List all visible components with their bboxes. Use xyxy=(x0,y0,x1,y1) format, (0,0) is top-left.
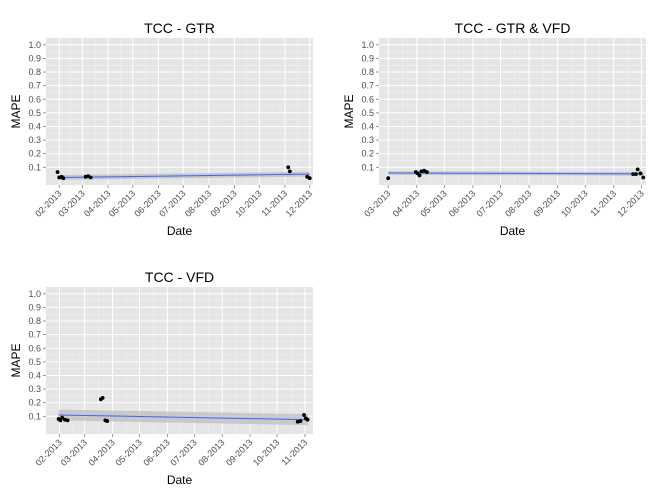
y-tick-label: 0.2 xyxy=(361,149,374,159)
x-tick-label: 04-2013 xyxy=(391,188,421,218)
y-tick-label: 0.6 xyxy=(28,343,41,353)
y-tick-label: 0.5 xyxy=(28,108,41,118)
chart-title: TCC - GTR & VFD xyxy=(455,20,571,36)
x-tick-label: 08-2013 xyxy=(196,437,226,467)
y-tick-label: 0.7 xyxy=(28,330,41,340)
x-tick-label: 10-2013 xyxy=(559,188,589,218)
x-tick-label: 12-2013 xyxy=(615,188,645,218)
y-tick-label: 0.5 xyxy=(28,357,41,367)
y-tick-label: 0.5 xyxy=(361,108,374,118)
y-tick-label: 0.4 xyxy=(28,121,41,131)
y-tick-label: 1.0 xyxy=(28,40,41,50)
x-tick-label: 12-2013 xyxy=(284,188,314,218)
y-axis-label: MAPE xyxy=(342,94,356,128)
y-tick-label: 0.1 xyxy=(28,162,41,172)
x-tick-label: 07-2013 xyxy=(168,437,198,467)
data-point xyxy=(302,413,306,417)
x-tick-label: 04-2013 xyxy=(87,437,117,467)
x-tick-label: 06-2013 xyxy=(132,188,162,218)
y-tick-label: 1.0 xyxy=(361,40,374,50)
data-point xyxy=(633,172,638,177)
data-point xyxy=(55,170,60,174)
trend-line xyxy=(57,173,310,179)
y-tick-label: 0.4 xyxy=(361,121,374,131)
x-tick-label: 09-2013 xyxy=(224,437,254,467)
y-tick-label: 0.6 xyxy=(361,94,374,104)
x-tick-label: 04-2013 xyxy=(82,188,112,218)
data-point xyxy=(100,396,105,400)
x-tick-label: 11-2013 xyxy=(588,188,618,218)
data-point xyxy=(417,173,422,178)
y-tick-label: 0.7 xyxy=(28,81,41,91)
x-tick-label: 06-2013 xyxy=(447,188,477,218)
data-point xyxy=(65,418,70,423)
y-tick-label: 0.3 xyxy=(28,135,41,145)
y-tick-label: 0.3 xyxy=(361,135,374,145)
x-tick-label: 09-2013 xyxy=(532,188,562,218)
x-tick-label: 09-2013 xyxy=(208,188,238,218)
data-point xyxy=(386,176,391,181)
y-axis-label: MAPE xyxy=(9,343,23,377)
x-axis-label: Date xyxy=(167,224,193,238)
data-point xyxy=(287,169,292,174)
x-tick-label: 03-2013 xyxy=(362,188,392,218)
chart-panel-1: 0.10.20.30.40.50.60.70.80.91.002-201303-… xyxy=(9,20,314,238)
y-tick-label: 1.0 xyxy=(28,289,41,299)
trend-line xyxy=(388,172,644,175)
chart-title: TCC - GTR xyxy=(144,20,215,36)
x-tick-label: 08-2013 xyxy=(503,188,533,218)
x-axis-label: Date xyxy=(167,473,193,487)
data-point xyxy=(307,176,312,181)
x-tick-label: 03-2013 xyxy=(59,437,89,467)
y-tick-label: 0.9 xyxy=(28,53,41,63)
data-point xyxy=(286,165,291,170)
panel-background xyxy=(379,38,646,185)
chart-panel-2: 0.1 0.2 0.3 0.4 0.5 0.6 0.7 0.8 0.9 1.0 03-201304-… xyxy=(342,20,646,238)
x-tick-label: 10-2013 xyxy=(251,437,281,467)
y-tick-label: 0.2 xyxy=(28,149,41,159)
data-point xyxy=(105,419,110,423)
x-tick-label: 05-2013 xyxy=(418,188,448,218)
data-point xyxy=(58,418,63,423)
x-axis-label: Date xyxy=(500,224,526,238)
x-tick-label: 05-2013 xyxy=(107,188,137,218)
data-point xyxy=(638,171,643,176)
y-tick-label: 0.1 xyxy=(361,162,374,172)
data-point xyxy=(641,175,646,180)
y-tick-label: 0.8 xyxy=(28,316,41,326)
y-tick-label: 0.9 xyxy=(28,302,41,312)
data-point xyxy=(631,172,636,177)
y-tick-label: 0.1 xyxy=(28,411,41,421)
data-point xyxy=(61,176,66,181)
data-point xyxy=(60,415,65,420)
y-tick-label: 0.9 xyxy=(361,53,374,63)
y-axis-label: MAPE xyxy=(9,94,23,128)
data-point xyxy=(635,167,640,172)
panel-background xyxy=(46,38,313,185)
x-tick-label: 11-2013 xyxy=(279,437,309,467)
y-tick-label: 0.8 xyxy=(28,67,41,77)
x-tick-label: 05-2013 xyxy=(113,437,143,467)
x-tick-label: 08-2013 xyxy=(183,188,213,218)
y-tick-label: 0.4 xyxy=(28,370,41,380)
data-point xyxy=(298,419,303,423)
data-point xyxy=(424,170,429,174)
chart-title: TCC - VFD xyxy=(145,269,214,285)
x-tick-label: 07-2013 xyxy=(157,188,187,218)
y-tick-label: 0.8 xyxy=(361,67,374,77)
y-tick-label: 0.6 xyxy=(28,94,41,104)
y-tick-label: 0.7 xyxy=(361,81,374,91)
chart-panel-3: 0.1 0.2 0.3 0.4 0.5 0.6 0.7 0.8 0.9 1.0 02-201303-… xyxy=(9,269,313,487)
y-tick-label: 0.3 xyxy=(28,384,41,394)
trend-line xyxy=(58,414,308,421)
x-tick-label: 02-2013 xyxy=(33,437,63,467)
data-point xyxy=(305,417,310,422)
x-tick-label: 06-2013 xyxy=(141,437,171,467)
y-tick-label: 0.2 xyxy=(28,398,41,408)
data-point xyxy=(88,175,93,180)
x-tick-label: 07-2013 xyxy=(475,188,505,218)
x-tick-label: 10-2013 xyxy=(233,188,263,218)
